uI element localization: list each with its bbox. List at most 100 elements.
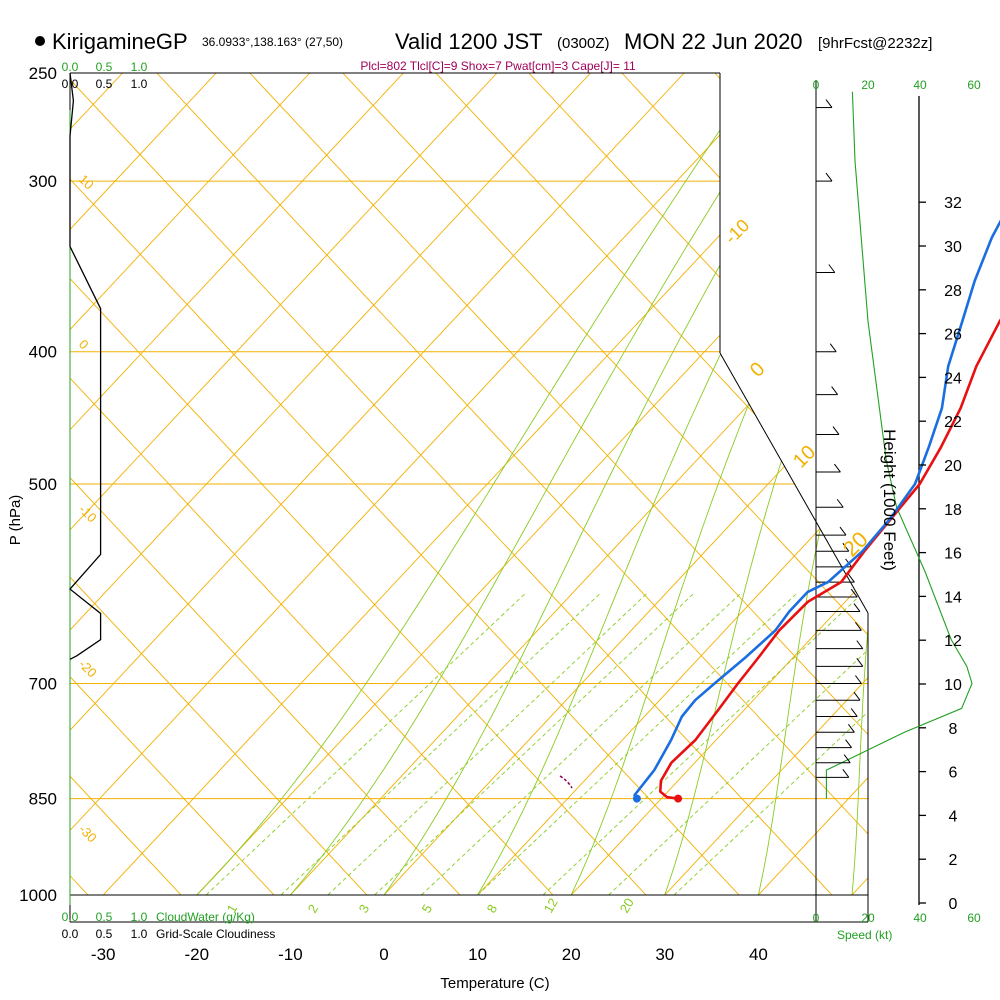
dry-adiabat-line <box>70 73 275 895</box>
cloud-water-tick-bottom: 0.0 <box>62 910 79 924</box>
pressure-tick-label: 400 <box>29 343 57 362</box>
temperature-tick-label: -10 <box>278 945 303 964</box>
height-tick-label: 2 <box>949 852 958 869</box>
height-tick-label: 18 <box>944 502 962 519</box>
stability-indices: Plcl=802 Tlcl[C]=9 Shox=7 Pwat[cm]=3 Cap… <box>360 59 636 73</box>
moist-adiabat-line <box>196 73 760 895</box>
cloud-water-tick-bottom: 1.0 <box>131 910 148 924</box>
isotherm-line <box>70 73 217 895</box>
mixing-ratio-line <box>327 591 649 895</box>
station-marker-icon <box>35 36 45 46</box>
wind-speed-tick-bottom: 20 <box>861 911 875 925</box>
height-tick-label: 4 <box>949 808 958 825</box>
wind-barb-flag <box>848 573 855 583</box>
wind-speed-tick-top: 60 <box>967 78 981 92</box>
wind-speed-tick-top: 0 <box>813 78 820 92</box>
wind-barb-flag <box>825 172 833 182</box>
height-tick-label: 10 <box>944 677 962 694</box>
wind-barb-flag <box>848 723 855 733</box>
mixing-ratio-line <box>608 591 868 895</box>
wind-barb-flag <box>829 343 837 352</box>
mixing-ratio-line <box>374 591 696 895</box>
wind-barb-flag <box>836 498 844 508</box>
temperature-tick-label: 10 <box>468 945 487 964</box>
height-tick-label: 24 <box>944 370 962 387</box>
wind-barb-flag <box>855 675 862 684</box>
mixing-ratio-line <box>477 591 799 895</box>
height-tick-label: 6 <box>949 765 958 782</box>
cloudiness-label: Grid-Scale Cloudiness <box>156 927 275 941</box>
isotherm-line <box>70 73 404 895</box>
wind-speed-tick-bottom: 40 <box>913 911 927 925</box>
height-tick-label: 26 <box>944 327 962 344</box>
pressure-tick-label: 500 <box>29 475 57 494</box>
forecast-tag: [9hrFcst@2232z] <box>818 35 932 52</box>
dewpoint-line <box>633 219 1000 800</box>
wind-barb-flag <box>855 622 862 631</box>
wind-barb-flag <box>828 264 836 273</box>
cloud-water-tick-top: 0.5 <box>96 60 113 74</box>
utc-time: (0300Z) <box>557 35 610 52</box>
dewpoint-surface-point <box>632 794 641 803</box>
dry-adiabat-line <box>70 73 368 895</box>
cloudiness-tick-top: 1.0 <box>131 77 148 91</box>
pressure-tick-label: 850 <box>29 790 57 809</box>
station-coords: 36.0933°,138.163° (27,50) <box>202 35 343 49</box>
temperature-tick-label: -30 <box>91 945 116 964</box>
wind-speed-tick-bottom: 0 <box>813 911 820 925</box>
temperature-line <box>659 318 1000 800</box>
height-tick-label: 32 <box>944 195 962 212</box>
cloudiness-tick-bottom: 0.0 <box>62 927 79 941</box>
wind-barb-flag <box>845 739 852 748</box>
cloudiness-tick-top: 0.5 <box>96 77 113 91</box>
wind-barb-flag <box>850 708 858 717</box>
pressure-tick-label: 250 <box>29 64 57 83</box>
moist-adiabat-line <box>383 73 835 895</box>
valid-time: Valid 1200 JST <box>395 29 543 54</box>
wind-barb-flag <box>853 603 861 612</box>
isotherm-line <box>570 73 868 895</box>
wind-barb-flag <box>842 769 850 778</box>
pressure-tick-label: 300 <box>29 172 57 191</box>
cloudiness-profile-line <box>69 72 102 660</box>
height-tick-label: 0 <box>949 896 958 913</box>
wind-speed-label: Speed (kt) <box>837 928 892 942</box>
wind-barb-flag <box>843 754 851 763</box>
height-tick-label: 8 <box>949 721 958 738</box>
height-tick-label: 14 <box>944 589 962 606</box>
temperature-tick-label: 30 <box>655 945 674 964</box>
cloudiness-tick-top: 0.0 <box>62 77 79 91</box>
moist-adiabat-line <box>757 73 868 895</box>
y-axis-title: P (hPa) <box>7 495 24 546</box>
moist-adiabat-line <box>290 73 797 895</box>
mixing-ratio-label: 12 <box>541 895 561 915</box>
wind-barb-flag <box>839 526 847 536</box>
data-layer <box>69 72 1000 803</box>
cloudiness-tick-bottom: 1.0 <box>131 927 148 941</box>
cloud-water-tick-top: 0.0 <box>62 60 79 74</box>
wind-barb-flag <box>825 99 833 108</box>
wind-barb-flag <box>834 463 841 473</box>
wind-speed-tick-bottom: 60 <box>967 911 981 925</box>
temperature-surface-point <box>674 794 683 803</box>
wind-barb-flag <box>853 691 861 701</box>
temperature-tick-label: 0 <box>379 945 388 964</box>
parcel-path-line <box>559 775 573 789</box>
temperature-tick-label: -20 <box>185 945 210 964</box>
station-name: KirigamineGP <box>52 29 188 54</box>
wind-barb-flag <box>856 640 864 649</box>
temperature-tick-label: 20 <box>562 945 581 964</box>
wind-barb-flag <box>850 588 858 598</box>
wind-barb-flag <box>831 386 838 395</box>
height-tick-label: 16 <box>944 546 962 563</box>
wind-speed-line <box>825 91 973 799</box>
height-tick-label: 12 <box>944 633 962 650</box>
height-tick-label: 28 <box>944 283 962 300</box>
wind-barb-flag <box>832 426 840 435</box>
isotherm-line <box>664 73 868 895</box>
height-tick-label: 30 <box>944 239 962 256</box>
pressure-tick-label: 1000 <box>19 886 57 905</box>
pressure-tick-label: 700 <box>29 675 57 694</box>
